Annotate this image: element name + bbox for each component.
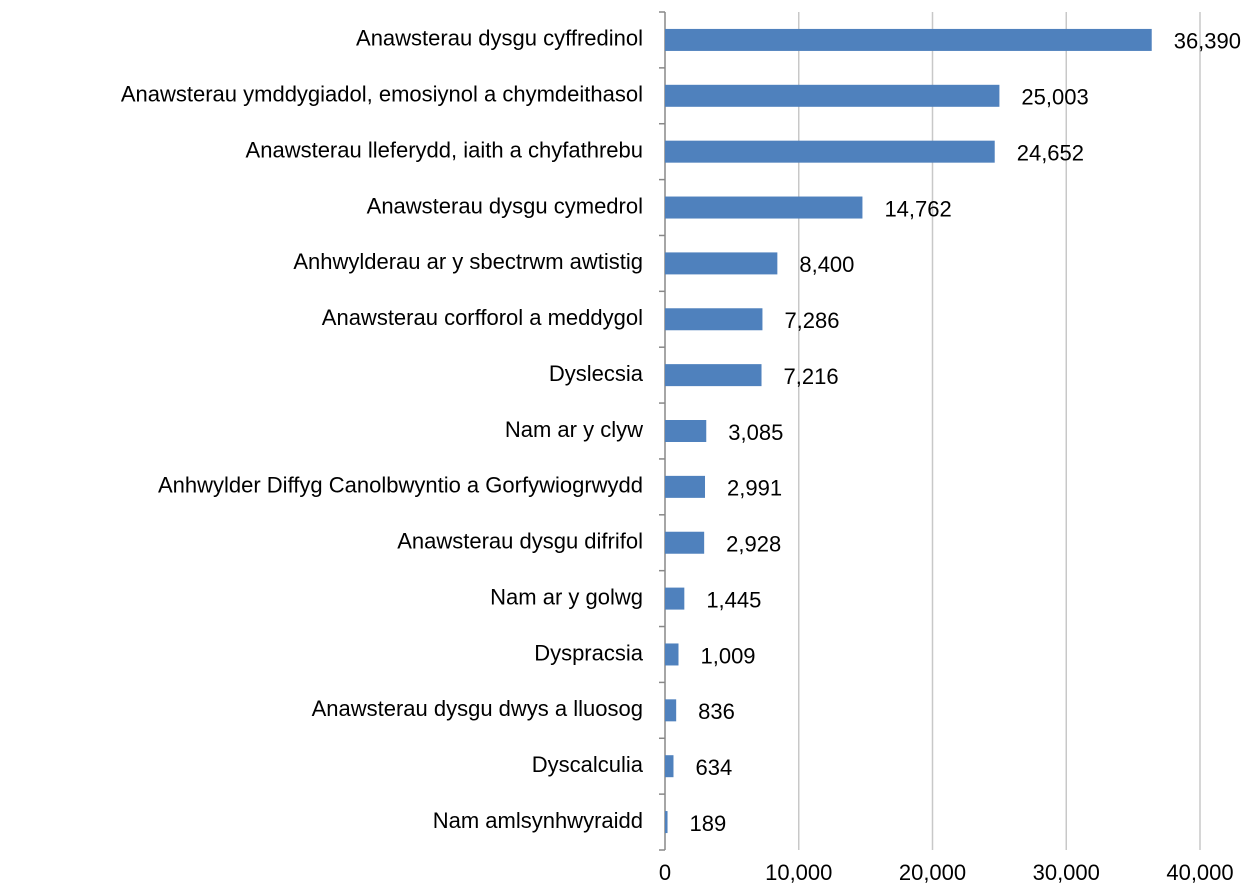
y-tick-label: Anawsterau lleferydd, iaith a chyfathreb… xyxy=(246,137,643,162)
bar xyxy=(665,140,995,163)
value-label: 24,652 xyxy=(1017,140,1084,165)
bar xyxy=(665,308,763,331)
y-tick-label: Anawsterau dysgu cymedrol xyxy=(367,193,643,218)
value-label: 14,762 xyxy=(884,196,951,221)
value-label: 3,085 xyxy=(728,420,783,445)
value-label: 836 xyxy=(698,699,735,724)
bar xyxy=(665,196,863,219)
y-tick-label: Anawsterau corfforol a meddygol xyxy=(322,305,643,330)
value-label: 1,445 xyxy=(706,587,761,612)
x-tick-label: 10,000 xyxy=(765,860,832,885)
value-label: 634 xyxy=(695,755,732,780)
value-label: 25,003 xyxy=(1021,85,1088,110)
value-label: 1,009 xyxy=(700,643,755,668)
bar xyxy=(665,420,707,442)
value-label: 36,390 xyxy=(1174,29,1241,54)
y-tick-label: Anhwylder Diffyg Canolbwyntio a Gorfywio… xyxy=(158,473,643,498)
bar xyxy=(665,364,762,387)
bar xyxy=(665,755,674,778)
bar xyxy=(665,643,679,666)
bar xyxy=(665,252,778,275)
y-tick-label: Anhwylderau ar y sbectrwm awtistig xyxy=(293,249,643,274)
y-tick-label: Nam amlsynhwyraidd xyxy=(433,808,643,833)
bar xyxy=(665,811,668,834)
value-label: 8,400 xyxy=(799,252,854,277)
y-tick-label: Dyspracsia xyxy=(534,640,644,665)
y-tick-label: Dyscalculia xyxy=(532,752,644,777)
value-label: 2,991 xyxy=(727,476,782,501)
y-tick-label: Dyslecsia xyxy=(549,361,644,386)
value-label: 7,216 xyxy=(784,364,839,389)
value-label: 2,928 xyxy=(726,532,781,557)
value-label: 7,286 xyxy=(784,308,839,333)
bar xyxy=(665,531,705,554)
value-label: 189 xyxy=(690,811,727,836)
y-tick-label: Anawsterau dysgu cyffredinol xyxy=(356,26,643,51)
y-tick-label: Anawsterau ymddygiadol, emosiynol a chym… xyxy=(121,82,643,107)
x-tick-label: 0 xyxy=(659,860,671,885)
bar xyxy=(665,84,1000,107)
y-tick-label: Nam ar y clyw xyxy=(505,417,643,442)
bar xyxy=(665,699,677,722)
x-tick-label: 30,000 xyxy=(1033,860,1100,885)
y-tick-label: Anawsterau dysgu dwys a lluosog xyxy=(312,696,643,721)
x-tick-label: 40,000 xyxy=(1166,860,1233,885)
bar xyxy=(665,28,1152,51)
bar xyxy=(665,475,706,498)
x-tick-label: 20,000 xyxy=(899,860,966,885)
y-tick-label: Anawsterau dysgu difrifol xyxy=(397,529,643,554)
bar xyxy=(665,587,685,610)
y-tick-label: Nam ar y golwg xyxy=(490,584,643,609)
